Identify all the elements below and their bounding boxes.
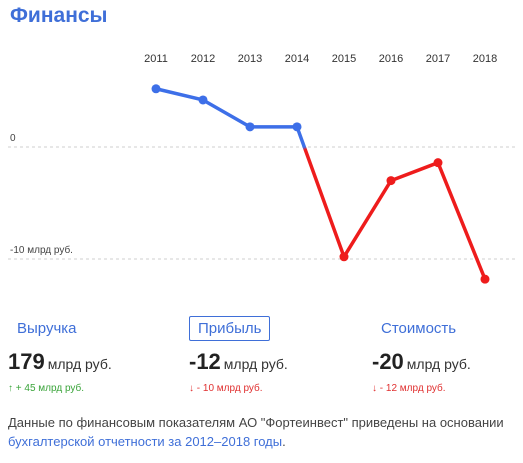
y-tick-label: 0 (10, 133, 16, 144)
data-point (198, 95, 208, 105)
section-title: Финансы (10, 4, 108, 27)
revenue-delta: ↑ + 45 млрд руб. (8, 383, 85, 394)
metric-tabs: Выручка Прибыль Стоимость (0, 316, 523, 342)
x-tick-label: 2011 (144, 53, 168, 65)
revenue-metric: 179 млрд руб. (8, 349, 112, 375)
series-line-segment (295, 125, 346, 259)
y-tick-label: -10 млрд руб. (10, 244, 73, 256)
x-tick-label: 2012 (191, 53, 215, 65)
tab-profit[interactable]: Прибыль (189, 316, 271, 341)
tab-value[interactable]: Стоимость (381, 320, 457, 337)
series-line-segment (154, 87, 205, 102)
data-point (292, 122, 302, 132)
profit-delta: ↓ - 10 млрд руб. (189, 383, 263, 394)
profit-value: -12 (189, 349, 221, 374)
data-point (386, 176, 396, 186)
value-metric: -20 млрд руб. (372, 349, 471, 375)
x-tick-label: 2015 (332, 53, 356, 65)
value-unit: млрд руб. (406, 356, 471, 372)
data-point (151, 84, 161, 94)
report-link[interactable]: бухгалтерской отчетности за 2012–2018 го… (8, 434, 283, 449)
x-tick-label: 2017 (426, 53, 450, 65)
profit-unit: млрд руб. (223, 356, 288, 372)
profit-metric: -12 млрд руб. (189, 349, 288, 375)
data-point (245, 122, 255, 132)
series-line-segment (389, 160, 440, 183)
note-text: Данные по финансовым показателям АО "Фор… (8, 415, 504, 430)
x-tick-label: 2018 (473, 53, 497, 65)
series-line-segment (342, 178, 393, 259)
revenue-value: 179 (8, 349, 45, 374)
data-point (480, 274, 490, 284)
series-line-segment (436, 160, 487, 281)
profit-line-chart: 2011 2012 2013 2014 2015 2016 2017 2018 0 -10 млр… (8, 53, 515, 284)
x-tick-label: 2016 (379, 53, 403, 65)
value-value: -20 (372, 349, 404, 374)
data-point (433, 158, 443, 168)
series-line-segment (201, 98, 252, 129)
x-tick-label: 2014 (285, 53, 309, 65)
tab-revenue[interactable]: Выручка (17, 320, 77, 337)
note-end: . (282, 434, 286, 449)
data-point (339, 252, 349, 262)
revenue-unit: млрд руб. (47, 356, 112, 372)
value-delta: ↓ - 12 млрд руб. (372, 383, 446, 394)
source-note: Данные по финансовым показателям АО "Фор… (8, 413, 518, 451)
x-tick-label: 2013 (238, 53, 262, 65)
